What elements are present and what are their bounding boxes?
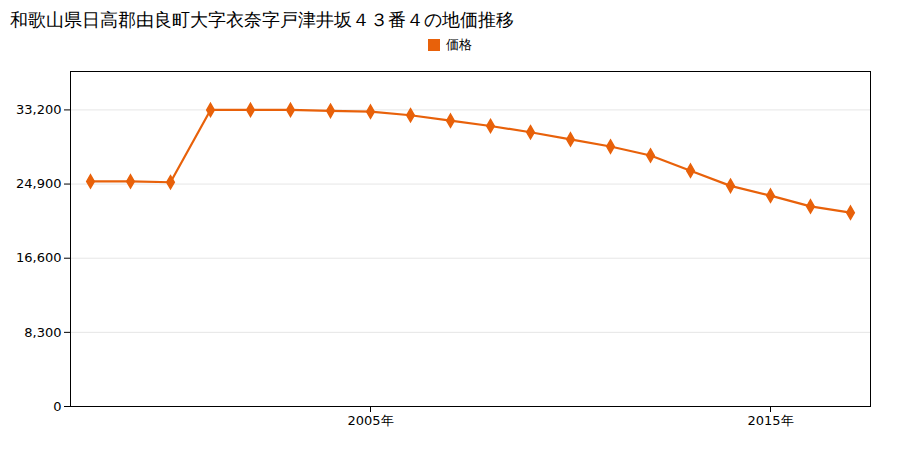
svg-text:24,900: 24,900 (16, 176, 62, 191)
svg-text:33,200: 33,200 (16, 102, 62, 117)
svg-text:8,300: 8,300 (24, 325, 61, 340)
svg-text:2015年: 2015年 (747, 413, 793, 428)
svg-text:16,600: 16,600 (16, 250, 62, 265)
svg-text:0: 0 (53, 399, 61, 414)
html-text:価格: 価格 (446, 37, 472, 52)
svg-text:2005年: 2005年 (347, 413, 393, 428)
html-text:和歌山県日高郡由良町大字衣奈字戸津井坂４３番４の地価推移: 和歌山県日高郡由良町大字衣奈字戸津井坂４３番４の地価推移 (10, 9, 514, 30)
